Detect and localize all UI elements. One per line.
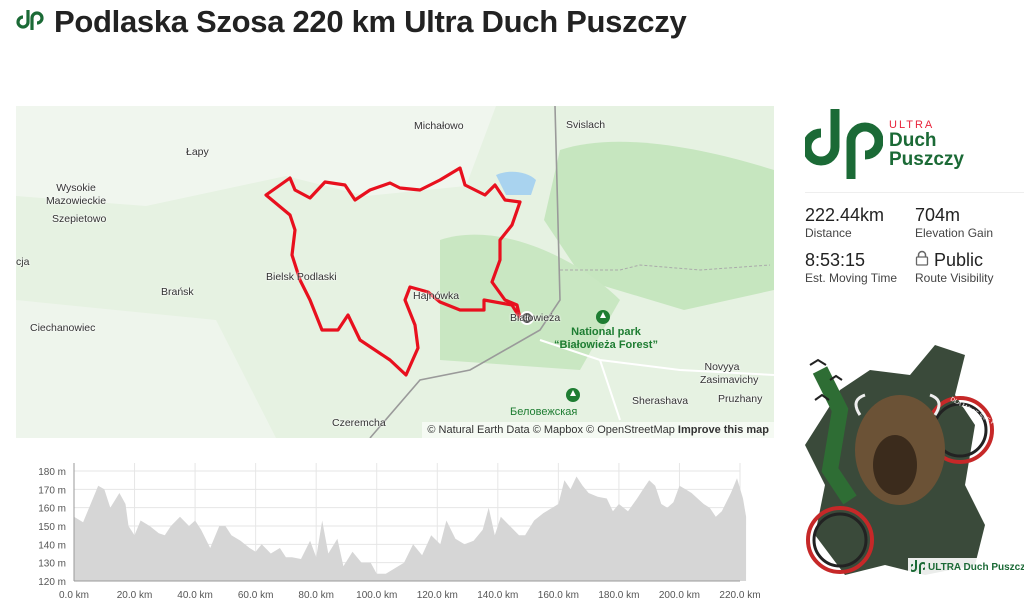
dp-logo-icon bbox=[805, 109, 883, 179]
map-label: Sherashava bbox=[632, 395, 689, 407]
map-attribution: © Natural Earth Data © Mapbox © OpenStre… bbox=[422, 422, 774, 438]
map-label: Białowieża bbox=[510, 312, 561, 324]
stat-label: Est. Moving Time bbox=[805, 271, 898, 285]
map-label: Czeremcha bbox=[332, 417, 386, 429]
stat-label: Route Visibility bbox=[915, 271, 994, 285]
route-map[interactable]: Michałowo Svislach Łapy Wysokie Mazowiec… bbox=[16, 106, 774, 438]
park-tree-icon bbox=[566, 388, 580, 402]
map-label: Bielsk Podlaski bbox=[266, 271, 337, 283]
stat-value: 8:53:15 bbox=[805, 250, 866, 270]
y-tick-label: 160 m bbox=[38, 504, 66, 515]
x-tick-label: 20.0 km bbox=[117, 590, 153, 601]
page-title: Podlaska Szosa 220 km Ultra Duch Puszczy bbox=[54, 4, 687, 39]
map-label: Szepietowo bbox=[52, 213, 107, 225]
stat-value: 222.44km bbox=[805, 205, 885, 225]
x-tick-label: 100.0 km bbox=[356, 590, 397, 601]
stat-label: Distance bbox=[805, 226, 852, 240]
x-tick-label: 80.0 km bbox=[298, 590, 334, 601]
stat-distance: 222.44km Distance bbox=[805, 205, 915, 240]
x-tick-label: 140.0 km bbox=[477, 590, 518, 601]
map-label: Svislach bbox=[566, 119, 606, 131]
poster-text: ULTRA Duch Puszczy bbox=[928, 561, 1024, 573]
x-tick-label: 200.0 km bbox=[659, 590, 700, 601]
event-poster-image: DLA MAVIE SVE PODÓBAĆ ULTRA Duch Puszczy bbox=[800, 330, 1024, 585]
x-tick-label: 220.0 km bbox=[719, 590, 760, 601]
attribution-text: © Natural Earth Data © Mapbox © OpenStre… bbox=[427, 424, 675, 436]
route-sidebar: ULTRA Duch Puszczy 222.44km Distance 704m… bbox=[805, 106, 1024, 285]
x-tick-label: 60.0 km bbox=[238, 590, 274, 601]
ultra-duch-puszczy-logo: ULTRA Duch Puszczy bbox=[805, 106, 1024, 182]
page-header: Podlaska Szosa 220 km Ultra Duch Puszczy bbox=[16, 4, 687, 40]
stat-value: 704m bbox=[915, 205, 961, 225]
stat-value: Public bbox=[934, 250, 984, 270]
map-label: Ciechanowiec bbox=[30, 322, 96, 334]
map-base bbox=[16, 106, 774, 438]
map-label: Pruzhany bbox=[718, 393, 763, 405]
y-tick-label: 140 m bbox=[38, 540, 66, 551]
logo-ultra: ULTRA bbox=[889, 118, 935, 131]
y-tick-label: 150 m bbox=[38, 522, 66, 533]
elevation-area bbox=[74, 476, 747, 581]
x-tick-label: 180.0 km bbox=[598, 590, 639, 601]
map-label: Łapy bbox=[186, 146, 209, 158]
lock-icon bbox=[915, 250, 929, 270]
improve-map-link[interactable]: Improve this map bbox=[677, 424, 769, 436]
y-tick-label: 180 m bbox=[38, 467, 66, 478]
poster-logo-icon bbox=[911, 560, 925, 574]
route-line bbox=[264, 166, 522, 377]
stat-visibility: Public Route Visibility bbox=[915, 250, 1024, 285]
stat-moving-time: 8:53:15 Est. Moving Time bbox=[805, 250, 915, 285]
park-label: National park “Białowieża Forest” bbox=[554, 326, 658, 351]
map-label: Michałowo bbox=[414, 120, 464, 132]
divider bbox=[805, 192, 1024, 193]
poster-logo: ULTRA Duch Puszczy bbox=[908, 558, 1024, 576]
x-tick-label: 0.0 km bbox=[59, 590, 89, 601]
map-label: Wysokie Mazowieckie bbox=[45, 182, 107, 207]
y-tick-label: 130 m bbox=[38, 559, 66, 570]
x-tick-label: 160.0 km bbox=[538, 590, 579, 601]
park-label: Беловежская bbox=[510, 406, 578, 418]
map-label: cja bbox=[16, 256, 30, 268]
map-label: Brańsk bbox=[161, 286, 194, 298]
y-tick-label: 120 m bbox=[38, 577, 66, 588]
finish-flag-icon bbox=[520, 311, 534, 325]
logo-line2: Puszczy bbox=[889, 148, 964, 170]
park-tree-icon bbox=[596, 310, 610, 324]
logo-line1: Duch bbox=[889, 129, 937, 151]
x-tick-label: 120.0 km bbox=[417, 590, 458, 601]
elevation-profile-chart[interactable]: 180 m 170 m 160 m 150 m 140 m 130 m 120 m 0.0 k… bbox=[0, 455, 760, 605]
map-label: Hajnówka bbox=[413, 290, 460, 302]
stat-elevation: 704m Elevation Gain bbox=[915, 205, 1024, 240]
y-tick-label: 170 m bbox=[38, 485, 66, 496]
stat-label: Elevation Gain bbox=[915, 226, 994, 240]
x-tick-label: 40.0 km bbox=[177, 590, 213, 601]
strava-route-icon bbox=[16, 8, 44, 37]
map-label: Novyya Zasimavichy bbox=[700, 361, 759, 386]
